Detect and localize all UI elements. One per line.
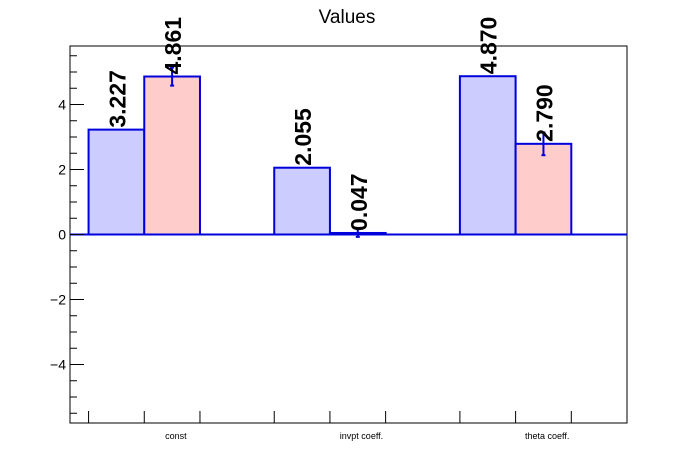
y-tick-label: 4 bbox=[58, 97, 66, 113]
bar-s1-invpt-coeff bbox=[273, 166, 331, 236]
value-label: 4.870 bbox=[476, 17, 502, 75]
value-label: 2.790 bbox=[531, 84, 557, 142]
x-tick-label: const bbox=[165, 431, 187, 441]
bar-s1-theta-coeff bbox=[458, 75, 517, 236]
x-tick-label: invpt coeff. bbox=[340, 431, 383, 441]
value-label: 3.227 bbox=[104, 70, 130, 128]
chart-title: Values bbox=[319, 7, 376, 28]
y-tick-label: −2 bbox=[50, 292, 66, 308]
bar-s1-const bbox=[87, 128, 146, 236]
bar-s2-const bbox=[143, 75, 201, 236]
bar-s2-theta-coeff bbox=[514, 142, 573, 236]
value-label: 2.055 bbox=[290, 108, 316, 166]
y-tick-label: −4 bbox=[50, 357, 66, 373]
y-tick-label: 2 bbox=[58, 162, 66, 178]
value-label: 0.047 bbox=[346, 173, 372, 231]
x-tick-label: theta coeff. bbox=[525, 431, 569, 441]
y-tick-label: 0 bbox=[58, 227, 66, 243]
